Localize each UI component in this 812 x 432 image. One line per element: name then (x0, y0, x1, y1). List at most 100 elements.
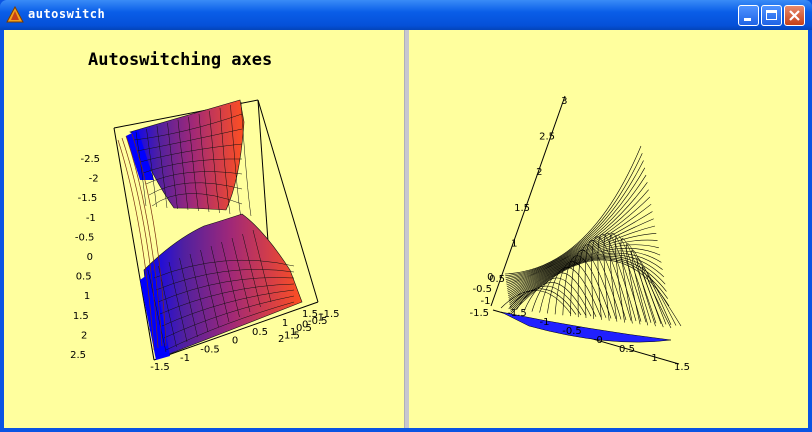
z-tick-label: 1 (511, 238, 517, 249)
wireframe-line (505, 153, 643, 277)
maximize-button[interactable] (761, 5, 782, 26)
x-tick-label: 0 (232, 336, 238, 347)
x-tick-label: -0.5 (562, 326, 582, 337)
z-axis-tick-labels: 0.5 1 1.5 2 2.5 3 (489, 96, 567, 285)
mesh-line (168, 261, 188, 343)
wireframe-line (562, 255, 612, 319)
app-icon (6, 6, 24, 23)
panel-divider[interactable] (404, 30, 409, 428)
y-tick-label: 1 (290, 327, 296, 338)
x-tick-label: 1.5 (674, 362, 690, 373)
x-tick-label: -1 (540, 317, 550, 328)
title-bar[interactable]: autoswitch (0, 0, 812, 30)
wireframe-line (507, 203, 652, 289)
y-tick-label: 2 (278, 334, 284, 345)
wireframe-line (510, 257, 667, 311)
wireframe-line (504, 145, 642, 275)
z-tick-label: -2.5 (80, 154, 100, 165)
y-tick-label: -0.5 (472, 284, 492, 295)
minimize-button[interactable] (738, 5, 759, 26)
mesh-line (157, 277, 295, 303)
mesh-line (147, 269, 167, 353)
plot-title: Autoswitching axes (88, 50, 273, 70)
z-tick-label: -1 (86, 213, 96, 224)
x-tick-label: -0.5 (200, 344, 220, 355)
surface-lower-sheet (143, 213, 303, 357)
mesh-line (165, 301, 295, 351)
wireframe-line (584, 240, 627, 321)
x-tick-label: 0.5 (252, 327, 268, 338)
window-title: autoswitch (28, 7, 106, 21)
wireframe-line (523, 282, 587, 316)
z-tick-label: 1 (84, 291, 90, 302)
wireframe-line (641, 266, 677, 328)
x-tick-label: 0.5 (619, 344, 635, 355)
wireframe-line (597, 233, 637, 322)
mesh-line (139, 143, 243, 163)
mesh-line (230, 104, 241, 216)
z-tick-label: -2 (89, 174, 99, 185)
mesh-line (252, 229, 272, 303)
close-button[interactable] (784, 5, 805, 26)
y-tick-label: 0 (302, 320, 308, 331)
mesh-line (156, 125, 168, 209)
wireframe-line (531, 277, 592, 317)
left-plot-panel[interactable]: Autoswitching axes (4, 30, 404, 428)
wireframe-line (507, 211, 653, 291)
x-axis-tick-labels: -1.5-1-0.500.511.5 (150, 309, 318, 373)
y-tick-label: 0 (487, 272, 493, 283)
wireframe-line (509, 250, 662, 304)
mesh-line (135, 131, 147, 207)
right-plot-panel[interactable]: 0.5 1 1.5 2 2.5 3 -1.5 -1 -0.5 0 0.5 1 1.5 -1.5 -1 -0… (409, 30, 808, 428)
wireframe-line (500, 290, 572, 315)
mesh-line (148, 182, 243, 196)
mesh-line (163, 295, 295, 339)
z-tick-label: 3 (561, 96, 567, 107)
mesh-line (136, 128, 243, 152)
wireframe-line (506, 196, 651, 288)
y-tick-label: 1.5 (284, 330, 300, 341)
mesh-line (153, 259, 295, 279)
surface-side-wall-top (126, 130, 154, 180)
contour-lines (117, 133, 167, 351)
wireframe-line (509, 256, 666, 309)
wireframe-line (508, 239, 658, 298)
mesh-line (177, 119, 189, 211)
mesh-line (145, 171, 243, 185)
z-tick-label: 0 (87, 252, 93, 263)
y-tick-label: -1 (314, 312, 324, 323)
mesh-line (179, 257, 198, 338)
x-tick-label: 1 (651, 353, 657, 364)
mesh-line (210, 245, 230, 323)
surface-base-fill (500, 311, 672, 343)
y-tick-label: 0.5 (296, 323, 312, 334)
mesh-line (161, 289, 295, 327)
y-axis-tick-labels: -1.5-1-0.50 (469, 272, 493, 319)
z-tick-label: 2 (81, 330, 87, 341)
z-tick-label: 0.5 (76, 272, 92, 283)
x-tick-label: -1 (180, 353, 190, 364)
wireframe-line (506, 174, 647, 282)
mesh-line (221, 241, 240, 318)
mesh-line (167, 122, 178, 210)
x-tick-label: 0 (596, 335, 602, 346)
wireframe-line (509, 254, 665, 307)
z-tick-label: 0.5 (489, 274, 505, 285)
wireframe-line (508, 232, 657, 297)
mesh-line (200, 249, 219, 328)
z-tick-label: -1.5 (78, 193, 98, 204)
wireframe-line (508, 288, 577, 315)
y-axis-tick-labels: 2 1.51 0.50 -0.5-1-1.5 (278, 309, 340, 345)
y-tick-label: -0.5 (308, 316, 328, 327)
maximize-icon (766, 10, 777, 20)
z-tick-label: 1.5 (514, 203, 530, 214)
mesh-line (198, 113, 210, 213)
mesh-line (219, 107, 231, 215)
mesh-line (242, 233, 261, 308)
x-axis-tick-labels: -1.5-1-0.500.511.5 (507, 308, 690, 373)
surface-mesh (133, 101, 295, 353)
z-tick-label: -0.5 (75, 232, 95, 243)
mesh-line (142, 158, 243, 174)
surface-upper-sheet (129, 99, 245, 211)
